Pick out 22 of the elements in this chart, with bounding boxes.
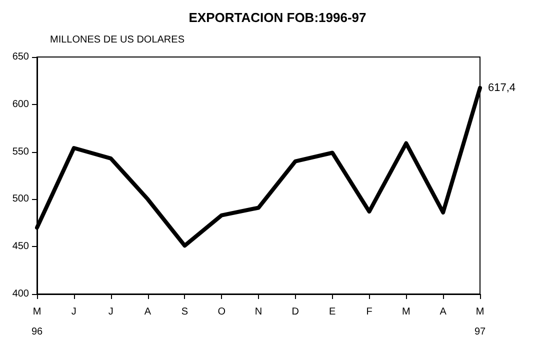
x-tick-label: M 96 [31,306,43,338]
y-tick-label: 450 [12,241,30,252]
x-tick-label: M [402,306,410,318]
x-tick-label: J [108,306,114,318]
y-tick-label: 650 [12,52,30,62]
x-tick-label: S [181,306,188,318]
x-tick-label: E [328,306,336,318]
data-label: 617,4 [488,82,516,94]
y-tick-label: 400 [12,288,30,300]
y-tick-label: 600 [12,98,30,110]
y-axis-title: MILLONES DE US DOLARES [50,34,185,46]
x-tick-label: M 97 [474,306,486,338]
x-tick-label: O [218,306,226,318]
x-tick-label: A [440,306,447,318]
x-tick-label: J [71,306,76,318]
x-tick-label: F [366,306,372,318]
x-tick-label: D [292,306,300,318]
x-tick-label: N [254,306,262,318]
chart-title: EXPORTACION FOB:1996-97 [188,10,366,25]
x-tick-label: A [144,306,152,318]
y-tick-label: 550 [12,146,30,158]
y-tick-label: 500 [12,194,30,205]
